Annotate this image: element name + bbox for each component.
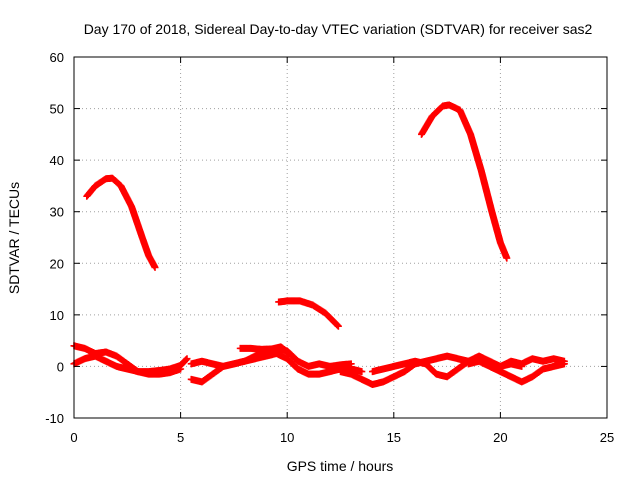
chart-title: Day 170 of 2018, Sidereal Day-to-day VTE… (84, 21, 593, 37)
series-arc-3 (418, 101, 511, 262)
x-tick-label: 20 (493, 430, 507, 445)
data-point (347, 360, 355, 368)
plot-frame (73, 56, 608, 419)
y-tick-label: 30 (50, 205, 64, 220)
x-tick-label: 15 (387, 430, 401, 445)
data-point (503, 254, 511, 262)
series-arc-2 (275, 297, 342, 330)
data-point (183, 355, 191, 363)
series-band-8 (464, 357, 568, 386)
data-point (285, 350, 293, 358)
y-tick-label: 40 (50, 153, 64, 168)
y-tick-label: 60 (50, 50, 64, 65)
y-axis-label: SDTVAR / TECUs (6, 182, 22, 294)
x-tick-label: 5 (177, 430, 184, 445)
data-point (151, 263, 159, 271)
tick-labels: 0 5 10 15 20 25 -10 0 10 20 30 40 50 60 (45, 50, 614, 445)
series-arc-1 (83, 174, 159, 271)
data-point (560, 357, 568, 365)
data-point (358, 368, 366, 376)
x-tick-label: 0 (70, 430, 77, 445)
data-point (334, 322, 342, 330)
y-tick-label: 20 (50, 256, 64, 271)
y-tick-label: 50 (50, 102, 64, 117)
series-band-5 (236, 343, 293, 358)
data-points (70, 101, 568, 388)
y-tick-label: 0 (57, 359, 64, 374)
series-band-2 (70, 352, 191, 376)
y-tick-label: 10 (50, 308, 64, 323)
x-tick-label: 10 (280, 430, 294, 445)
series-band-9 (486, 355, 568, 370)
x-tick-label: 25 (600, 430, 614, 445)
x-axis-label: GPS time / hours (287, 458, 394, 474)
y-tick-label: -10 (45, 411, 64, 426)
